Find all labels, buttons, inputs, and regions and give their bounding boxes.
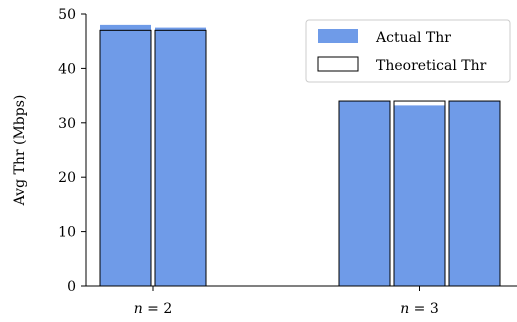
y-tick-label: 0	[67, 279, 76, 295]
x-category-label: n = 2	[134, 301, 173, 317]
x-category-labels: n = 2 n = 3	[134, 286, 439, 317]
axes-layer	[85, 14, 517, 287]
y-axis-title: Avg Thr (Mbps)	[12, 95, 28, 207]
bar-actual	[100, 24, 151, 286]
legend: Actual Thr Theoretical Thr	[305, 19, 511, 83]
y-tick-label: 50	[58, 7, 76, 23]
y-tick-label: 40	[58, 61, 76, 77]
bars-layer	[99, 24, 501, 287]
y-tick-label: 20	[58, 170, 76, 186]
y-tick-label: 30	[58, 116, 76, 132]
bar-actual	[449, 101, 500, 286]
legend-label-actual: Actual Thr	[375, 30, 451, 46]
bar-actual	[155, 27, 206, 286]
bar-actual	[394, 105, 445, 286]
x-category-label: n = 3	[400, 301, 439, 317]
legend-label-theoretical: Theoretical Thr	[376, 58, 487, 74]
y-tick-label: 10	[58, 225, 76, 241]
y-ticks: 0 10 20 30 40 50	[58, 7, 86, 295]
bar-actual	[339, 101, 390, 286]
legend-swatch-actual	[318, 29, 358, 43]
legend-swatch-theoretical	[317, 56, 359, 72]
